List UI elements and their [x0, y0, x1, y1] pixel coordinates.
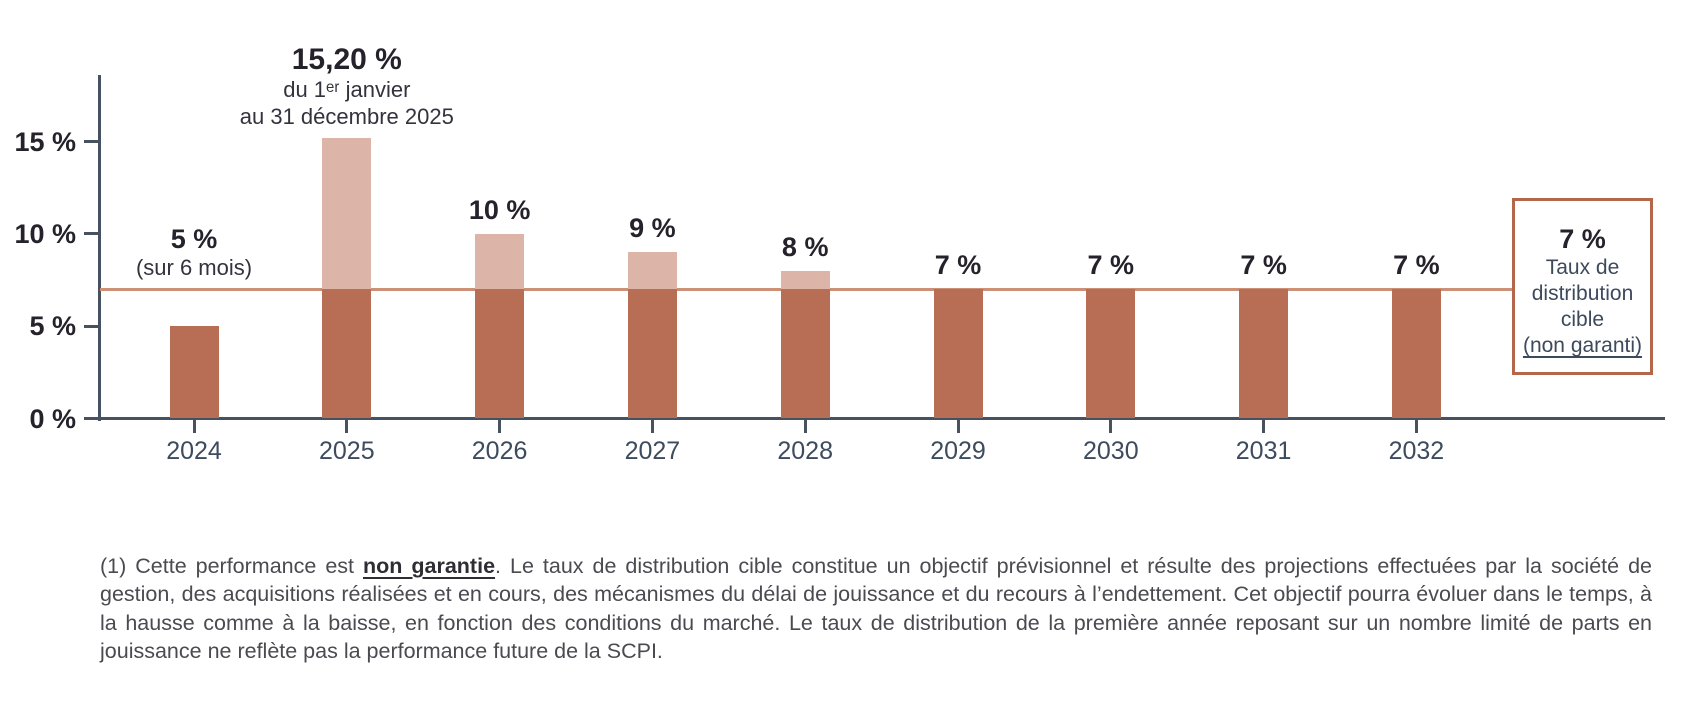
bar-value-label: 5 % [170, 223, 218, 254]
y-axis-tick [84, 140, 100, 144]
bar-annotation-2029: 7 % [935, 250, 982, 281]
x-axis-tick [498, 420, 502, 433]
target-rate-disclaimer: (non garanti) [1522, 334, 1643, 357]
bar-2026 [475, 289, 525, 419]
footnote: (1) Cette performance est non garantie. … [100, 552, 1652, 666]
bar-above-target-2028 [780, 270, 830, 290]
bar-2024 [169, 326, 219, 419]
bar-value-label: 7 % [1087, 250, 1135, 281]
bar-sublabel: (sur 6 mois) [135, 254, 253, 280]
x-axis-tick [1109, 420, 1113, 433]
bar-2029 [933, 289, 983, 419]
bar-2027 [627, 289, 677, 419]
bar-annotation-2026: 10 % [469, 195, 531, 226]
x-axis-tick [345, 420, 349, 433]
bar-value-label: 15,20 % [291, 42, 402, 76]
bar-value-label: 7 % [934, 250, 982, 281]
bar-annotation-2024: 5 % (sur 6 mois) [136, 224, 252, 281]
footnote-rest: . Le taux de distribution cible constitu… [100, 553, 1652, 664]
target-rate-label-line: Taux de [1545, 256, 1620, 279]
target-rate-label-line: distribution [1531, 282, 1634, 305]
y-axis-tick [84, 417, 100, 420]
x-axis-label-2028: 2028 [777, 436, 833, 465]
x-axis-label-2027: 2027 [624, 436, 681, 465]
x-axis-tick [956, 420, 960, 433]
bar-value-label: 7 % [1240, 250, 1287, 281]
x-axis-label-2032: 2032 [1388, 436, 1445, 465]
bar-annotation-2031: 7 % [1240, 250, 1287, 281]
target-rate-label-line: cible [1560, 308, 1605, 331]
target-rate-value: 7 % [1559, 224, 1606, 254]
y-axis-label: 0 % [29, 403, 76, 434]
footnote-prefix: (1) Cette performance est [100, 553, 363, 578]
bar-annotation-2025: 15,20 % du 1ᵉʳ janvier au 31 décembre 2025 [240, 43, 454, 130]
bar-2031 [1239, 289, 1289, 419]
x-axis-label-2025: 2025 [318, 436, 375, 465]
x-axis-label-2029: 2029 [930, 436, 986, 465]
x-axis-label-2030: 2030 [1082, 436, 1139, 465]
bar-value-label: 10 % [468, 194, 531, 225]
bar-annotation-2028: 8 % [782, 232, 829, 263]
bar-annotation-2032: 7 % [1393, 250, 1440, 281]
bar-value-label: 7 % [1393, 250, 1440, 281]
x-axis-label-2031: 2031 [1235, 436, 1292, 465]
bar-value-label: 8 % [781, 231, 829, 262]
distribution-rate-bar-chart: 7 % Taux de distribution cible (non gara… [14, 43, 1665, 465]
bar-annotation-2027: 9 % [629, 213, 676, 244]
bar-above-target-2027 [627, 252, 677, 290]
bar-2032 [1391, 289, 1441, 419]
y-axis-label: 5 % [29, 311, 76, 342]
x-axis-tick [1414, 420, 1418, 433]
y-axis-line [98, 75, 101, 421]
bar-sublabel: du 1ᵉʳ janvier [283, 77, 411, 103]
target-rate-box: 7 % Taux de distribution cible (non gara… [1512, 198, 1653, 375]
y-axis-tick [84, 324, 100, 328]
bar-sublabel: au 31 décembre 2025 [239, 103, 454, 129]
x-axis-line [84, 417, 1665, 420]
bar-above-target-2026 [475, 233, 525, 290]
bar-above-target-2025 [322, 137, 372, 290]
bar-2028 [780, 289, 830, 419]
x-axis-tick [650, 420, 654, 433]
y-axis-label: 15 % [14, 126, 76, 157]
x-axis-tick [1262, 420, 1266, 433]
x-axis-tick [192, 420, 196, 433]
y-axis-tick [84, 232, 100, 236]
bar-2030 [1086, 289, 1136, 419]
x-axis-label-2026: 2026 [471, 436, 528, 465]
y-axis-label: 10 % [14, 218, 76, 249]
x-axis-tick [803, 420, 807, 433]
bar-annotation-2030: 7 % [1088, 250, 1135, 281]
x-axis-label-2024: 2024 [166, 436, 222, 465]
footnote-emphasis: non garantie [363, 553, 496, 578]
bar-value-label: 9 % [629, 213, 676, 244]
bar-2025 [322, 289, 372, 419]
